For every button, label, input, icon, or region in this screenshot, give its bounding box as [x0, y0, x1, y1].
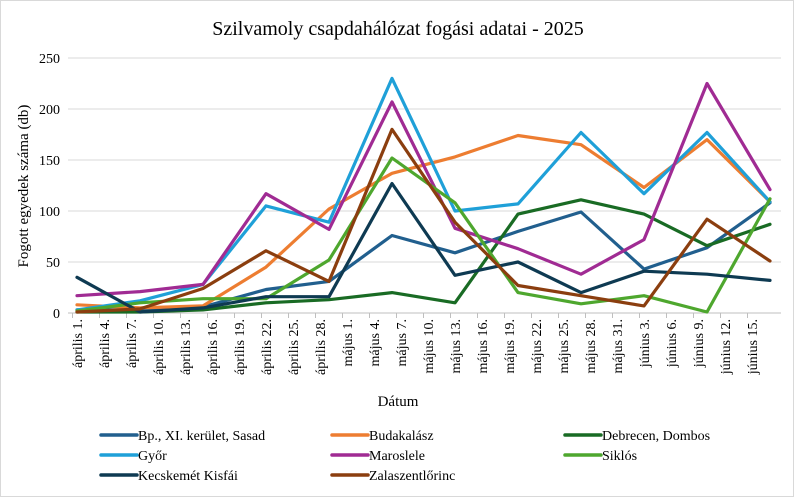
series-line-kecskem-t-kisf-i	[75, 181, 772, 314]
x-axis: április 1. április 4. április 7. április 10…	[68, 312, 781, 375]
x-tick-label: április 13.	[179, 319, 194, 375]
x-tick-label: május 25.	[557, 319, 572, 373]
x-tick-label: április 16.	[206, 319, 221, 375]
x-tick-label: április 4.	[98, 319, 113, 368]
legend-label: Győr	[138, 449, 167, 464]
y-tick-label: 0	[53, 307, 60, 322]
legend-label: Bp., XI. kerület, Sasad	[138, 429, 265, 444]
x-tick-label: június 12.	[719, 319, 734, 375]
legend-label: Siklós	[602, 449, 637, 464]
series-line-bp-xi-ker-let-sasad	[75, 201, 772, 312]
legend-label: Zalaszentlőrinc	[369, 469, 455, 484]
x-tick-label: május 16.	[476, 319, 491, 373]
x-tick-label: május 31.	[611, 319, 626, 373]
y-tick-label: 200	[39, 103, 60, 118]
chart-title: Szilvamoly csapdahálózat fogási adatai -…	[212, 18, 584, 40]
y-axis-title: Fogott egyedek száma (db)	[16, 105, 32, 268]
x-tick-label: május 10.	[422, 319, 437, 373]
y-tick-label: 50	[46, 256, 60, 271]
x-tick-label: május 7.	[395, 319, 410, 366]
legend-label: Debrecen, Dombos	[602, 429, 710, 444]
y-tick-label: 150	[39, 154, 60, 169]
legend-label: Kecskemét Kisfái	[138, 469, 238, 484]
series-line-budakal-sz	[75, 133, 772, 310]
legend-label: Budakalász	[369, 429, 434, 444]
x-tick-label: április 25.	[287, 319, 302, 375]
series-lines	[75, 76, 772, 314]
x-tick-label: április 7.	[125, 319, 140, 368]
legend-label: Maroslele	[369, 449, 425, 464]
x-tick-label: április 28.	[314, 319, 329, 375]
x-tick-label: június 3.	[638, 319, 653, 368]
legend: Bp., XI. kerület, Sasad Budakalász Debrece…	[99, 429, 710, 484]
x-tick-label: június 6.	[665, 319, 680, 368]
x-tick-label: május 13.	[449, 319, 464, 373]
series-line-zalaszentl-rinc	[75, 127, 772, 314]
y-tick-label: 250	[39, 52, 60, 67]
x-tick-label: május 1.	[341, 319, 356, 366]
y-axis-ticks: 0 50 100 150 200 250	[39, 52, 60, 322]
x-axis-title: Dátum	[378, 394, 419, 410]
series-line-sikl-s	[75, 156, 772, 314]
x-tick-label: május 19.	[503, 319, 518, 373]
x-tick-label: április 1.	[71, 319, 86, 368]
x-tick-label: június 15.	[746, 319, 761, 375]
x-tick-label: május 28.	[584, 319, 599, 373]
series-line-debrecen-dombos	[75, 198, 772, 314]
x-tick-label: április 10.	[152, 319, 167, 375]
series-line-maroslele	[75, 81, 772, 298]
x-tick-label: június 9.	[692, 319, 707, 368]
x-tick-label: május 4.	[368, 319, 383, 366]
y-tick-label: 100	[39, 205, 60, 220]
x-tick-label: május 22.	[530, 319, 545, 373]
x-tick-label: április 22.	[260, 319, 275, 375]
x-tick-label: április 19.	[233, 319, 248, 375]
